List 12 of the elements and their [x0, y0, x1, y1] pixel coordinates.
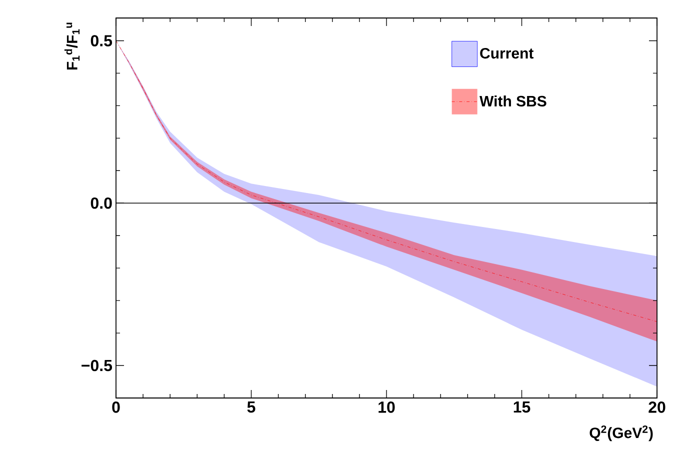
y-axis-title: F$_{1}$$^{d}$/F$_{1}$u — [64, 22, 80, 70]
legend-label: With SBS — [480, 95, 546, 106]
x-tick-label: 5 — [247, 402, 256, 413]
x-tick-label: 15 — [514, 402, 530, 413]
x-tick-label: 0 — [112, 402, 120, 413]
x-tick-label: 20 — [648, 402, 666, 413]
legend-label: Current — [480, 48, 534, 59]
x-tick-label: 10 — [378, 402, 395, 413]
y-tick-label: −0.5 — [82, 360, 112, 372]
y-tick-label: 0.0 — [90, 197, 112, 209]
y-tick-label: 0.5 — [90, 35, 112, 46]
x-axis-title: Q$^{2}$(GeV$^{2}$) — [590, 426, 653, 442]
